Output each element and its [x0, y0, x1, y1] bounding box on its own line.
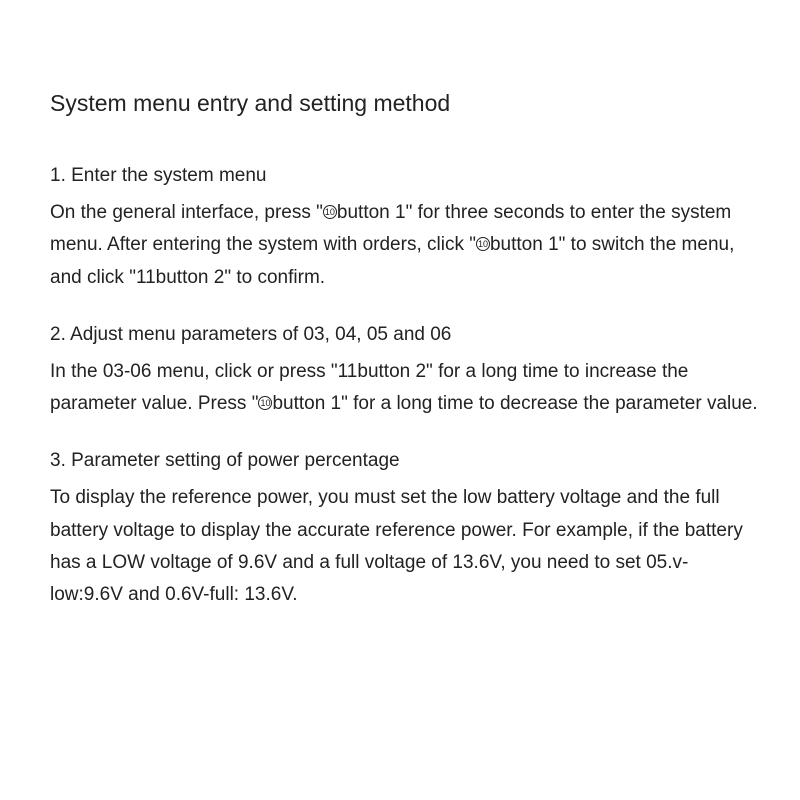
section-body: To display the reference power, you must… — [50, 482, 760, 611]
section-1: 1. Enter the system menu On the general … — [50, 165, 760, 294]
circled-ten-icon: 10 — [323, 205, 337, 219]
circled-ten-icon: 10 — [476, 237, 490, 251]
document-title: System menu entry and setting method — [50, 90, 760, 117]
circled-ten-icon: 10 — [258, 396, 272, 410]
section-3: 3. Parameter setting of power percentage… — [50, 450, 760, 611]
section-heading: 3. Parameter setting of power percentage — [50, 450, 760, 472]
section-heading: 2. Adjust menu parameters of 03, 04, 05 … — [50, 324, 760, 346]
section-body: On the general interface, press "10butto… — [50, 197, 760, 294]
section-heading: 1. Enter the system menu — [50, 165, 760, 187]
section-2: 2. Adjust menu parameters of 03, 04, 05 … — [50, 324, 760, 421]
section-body: In the 03-06 menu, click or press "11but… — [50, 356, 760, 421]
